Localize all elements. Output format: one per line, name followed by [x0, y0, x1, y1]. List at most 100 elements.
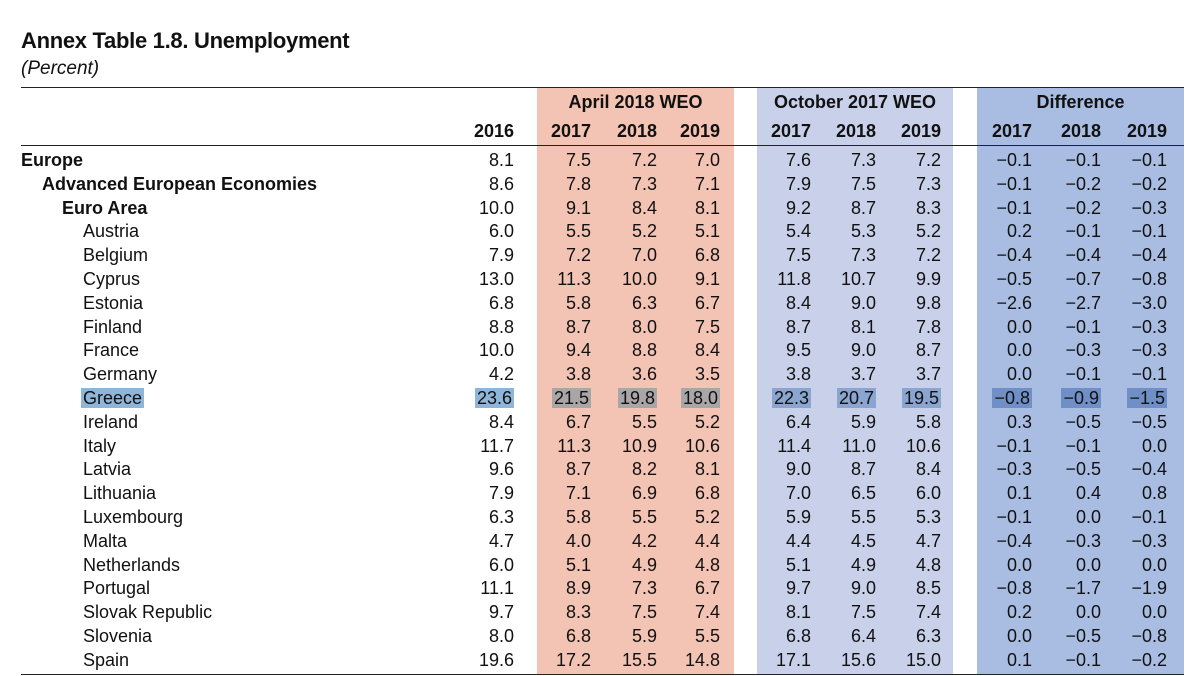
- table-cell: 3.7: [806, 362, 876, 386]
- table-cell: 7.2: [871, 243, 941, 267]
- table-cell: 5.1: [741, 553, 811, 577]
- cell-value: 0.2: [1006, 221, 1032, 242]
- cell-value: 8.4: [488, 411, 514, 432]
- table-cell: 7.9: [444, 481, 514, 505]
- table-cell: −0.5: [1097, 410, 1167, 434]
- cell-value: −0.3: [1131, 197, 1167, 218]
- table-cell: −0.2: [1031, 172, 1101, 196]
- cell-value: 4.4: [694, 530, 720, 551]
- cell-value: −1.9: [1131, 578, 1167, 599]
- cell-value: 7.5: [785, 245, 811, 266]
- cell-value: 15.6: [840, 649, 876, 670]
- cell-value: 7.9: [785, 173, 811, 194]
- cell-value: 0.0: [1141, 554, 1167, 575]
- row-label: Euro Area: [62, 196, 147, 220]
- table-row: Germany 4.2 3.8 3.6 3.5 3.8 3.7 3.7 0.0 −0.1 −0.1: [0, 362, 1186, 386]
- col-header-october-2017: 2017: [770, 121, 811, 141]
- table-cell: −0.1: [1097, 362, 1167, 386]
- table-cell: 6.7: [650, 576, 720, 600]
- table-cell: 0.0: [962, 338, 1032, 362]
- cell-value: 5.3: [915, 507, 941, 527]
- cell-value: 11.1: [480, 578, 514, 599]
- row-label-text: Estonia: [83, 292, 144, 313]
- table-cell: 15.5: [587, 648, 657, 672]
- table-row: Estonia 6.8 5.8 6.3 6.7 8.4 9.0 9.8 −2.6 −2.7 −3.0: [0, 291, 1186, 315]
- cell-value: 11.8: [777, 269, 811, 289]
- table-cell: 8.7: [521, 315, 591, 339]
- table-cell: 10.0: [444, 338, 514, 362]
- table-cell: 11.1: [444, 576, 514, 600]
- cell-value: 7.9: [488, 245, 514, 266]
- cell-value: −0.8: [992, 388, 1032, 408]
- table-cell: −0.3: [962, 457, 1032, 481]
- cell-value: 3.8: [565, 364, 591, 385]
- row-label: Malta: [83, 529, 127, 553]
- table-cell: 3.6: [587, 362, 657, 386]
- cell-value: 4.8: [915, 554, 941, 575]
- table-cell: 5.5: [521, 219, 591, 243]
- table-cell: −0.4: [1097, 457, 1167, 481]
- cell-value: −0.1: [1065, 221, 1101, 242]
- table-cell: 0.2: [962, 600, 1032, 624]
- table-cell: 10.0: [587, 267, 657, 291]
- bottom-rule: [21, 674, 1184, 675]
- cell-value: 10.0: [621, 269, 657, 289]
- row-label: Lithuania: [83, 481, 156, 505]
- cell-value: 4.9: [850, 554, 876, 575]
- table-cell: −0.3: [1097, 315, 1167, 339]
- cell-value: −0.3: [1131, 316, 1167, 337]
- table-cell: 6.0: [871, 481, 941, 505]
- cell-value: 5.4: [785, 221, 811, 242]
- row-label-text: Netherlands: [83, 554, 181, 575]
- cell-value: 4.7: [915, 530, 941, 551]
- table-cell: −0.1: [1097, 148, 1167, 172]
- cell-value: −0.1: [996, 150, 1032, 170]
- table-cell: 8.1: [444, 148, 514, 172]
- cell-value: −0.1: [1131, 221, 1167, 242]
- cell-value: 11.7: [480, 435, 514, 456]
- table-row: Greece 23.6 21.5 19.8 18.0 22.3 20.7 19.5 −0.8 −0…: [0, 386, 1186, 410]
- table-cell: −0.1: [1031, 648, 1101, 672]
- table-cell: 7.0: [741, 481, 811, 505]
- october-column-band: [757, 88, 953, 675]
- cell-value: 5.8: [565, 507, 591, 527]
- table-cell: 8.0: [444, 624, 514, 648]
- cell-value: 8.3: [915, 197, 941, 218]
- table-cell: 7.3: [806, 243, 876, 267]
- cell-value: −0.4: [1131, 245, 1167, 266]
- table-cell: 3.8: [741, 362, 811, 386]
- table-cell: 6.8: [521, 624, 591, 648]
- cell-value: 10.7: [840, 269, 876, 289]
- cell-value: −0.4: [1131, 459, 1167, 480]
- table-cell: 5.5: [587, 410, 657, 434]
- cell-value: 8.2: [631, 459, 657, 480]
- table-cell: 9.2: [741, 196, 811, 220]
- cell-value: 15.0: [905, 649, 941, 670]
- cell-value: 11.0: [842, 435, 876, 456]
- cell-value: 5.8: [565, 292, 591, 313]
- table-cell: 8.3: [871, 196, 941, 220]
- row-label: Ireland: [83, 410, 138, 434]
- cell-value: −0.3: [1131, 340, 1167, 361]
- row-label-text: Lithuania: [83, 483, 157, 504]
- row-label-text: Europe: [21, 150, 84, 170]
- cell-value: −0.2: [1131, 649, 1167, 670]
- table-row: Cyprus 13.0 11.3 10.0 9.1 11.8 10.7 9.9 −0.5 −0.7…: [0, 267, 1186, 291]
- cell-value: 7.8: [915, 316, 941, 337]
- row-label: Italy: [83, 434, 116, 458]
- table-cell: 7.8: [871, 315, 941, 339]
- table-cell: 7.5: [587, 600, 657, 624]
- table-cell: 5.2: [650, 505, 720, 529]
- table-cell: 0.3: [962, 410, 1032, 434]
- cell-value: −0.7: [1065, 269, 1101, 289]
- cell-value: 3.6: [631, 364, 657, 385]
- cell-value: 7.5: [850, 173, 876, 194]
- row-label-text: Greece: [81, 388, 145, 408]
- cell-value: 11.3: [557, 269, 591, 289]
- cell-value: −0.1: [996, 197, 1032, 218]
- row-label: Europe: [21, 148, 83, 172]
- cell-value: 6.3: [631, 292, 657, 313]
- cell-value: 5.1: [785, 554, 811, 575]
- cell-value: 7.0: [785, 483, 811, 504]
- cell-value: −0.5: [996, 269, 1032, 289]
